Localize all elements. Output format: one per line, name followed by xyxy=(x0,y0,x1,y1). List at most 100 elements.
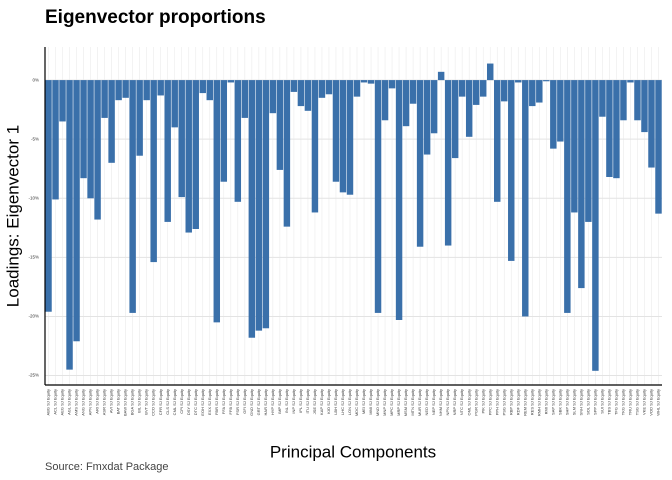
x-tick-label: KIO SJ Equity xyxy=(326,389,331,414)
x-tick-label: EXX SJ Equity xyxy=(207,389,212,415)
x-tick-label: APN SJ Equity xyxy=(88,389,93,415)
bar xyxy=(325,80,333,95)
bar xyxy=(66,80,73,370)
bar xyxy=(262,80,270,329)
x-tick-label: SUI SJ Equity xyxy=(599,389,604,414)
x-tick-label: HYP SJ Equity xyxy=(270,389,275,415)
bar xyxy=(290,80,298,92)
x-tick-label: RMI SJ Equity xyxy=(543,389,548,414)
x-tick-label: BAW SJ Equity xyxy=(123,389,128,416)
x-tick-label: RBP SJ Equity xyxy=(508,389,513,415)
x-tick-label: GFI SJ Equity xyxy=(242,389,247,414)
x-tick-label: FSR SJ Equity xyxy=(235,389,240,415)
bar xyxy=(94,80,101,220)
x-tick-label: NHM SJ Equity xyxy=(438,389,443,416)
x-tick-label: BAT SJ Equity xyxy=(116,389,121,414)
x-tick-label: BVT SJ Equity xyxy=(144,389,149,415)
x-tick-label: JSE SJ Equity xyxy=(312,389,317,414)
x-tick-label: NPN SJ Equity xyxy=(445,389,450,415)
x-tick-label: PGR SJ Equity xyxy=(473,389,478,416)
bar xyxy=(241,80,249,118)
bar xyxy=(557,80,564,142)
y-tick-label: -5% xyxy=(31,136,39,141)
bar xyxy=(220,80,228,182)
bar xyxy=(451,80,459,159)
bar xyxy=(199,80,206,94)
y-tick-label: -20% xyxy=(28,314,39,319)
x-tick-label: NED SJ Equity xyxy=(424,389,429,415)
bar xyxy=(171,80,178,128)
x-tick-label: GRT SJ Equity xyxy=(256,389,261,415)
bar xyxy=(73,80,80,342)
x-tick-label: SNH SJ Equity xyxy=(578,389,583,415)
x-tick-label: ASR SJ Equity xyxy=(102,389,107,415)
y-tick-label: 0% xyxy=(32,77,39,82)
x-tick-label: FBR SJ Equity xyxy=(214,389,219,415)
bar xyxy=(178,80,185,198)
bar xyxy=(494,80,501,202)
bar xyxy=(564,80,571,313)
bar xyxy=(620,80,627,121)
bar xyxy=(599,80,606,117)
bar xyxy=(234,80,242,202)
bar xyxy=(634,80,641,121)
bar xyxy=(157,80,164,96)
x-tick-label: EOH SJ Equity xyxy=(200,389,205,416)
x-tick-label: NRP SJ Equity xyxy=(452,389,457,415)
bar xyxy=(248,80,256,338)
x-tick-label: ACL SJ Equity xyxy=(53,389,58,415)
bar xyxy=(45,80,52,312)
x-tick-label: INL SJ Equity xyxy=(284,389,289,413)
bar xyxy=(136,80,143,156)
x-tick-label: ANG SJ Equity xyxy=(81,389,86,416)
bar xyxy=(515,80,522,83)
x-tick-label: MRP SJ Equity xyxy=(396,389,401,416)
bar xyxy=(115,80,122,101)
bar xyxy=(627,80,634,83)
x-tick-label: CLS SJ Equity xyxy=(165,389,170,415)
bar xyxy=(648,80,655,168)
bar xyxy=(437,71,445,81)
x-tick-label: SHP SJ Equity xyxy=(564,389,569,415)
bar xyxy=(381,80,389,121)
y-tick-label: -10% xyxy=(28,195,39,200)
x-tick-label: CCO SJ Equity xyxy=(151,389,156,416)
bar xyxy=(444,80,452,246)
bar xyxy=(536,80,543,103)
x-tick-label: DTC SJ Equity xyxy=(193,389,198,415)
x-tick-label: WHL SJ Equity xyxy=(656,389,661,416)
x-tick-label: RMH SJ Equity xyxy=(536,389,541,416)
bar xyxy=(655,80,662,214)
x-tick-label: ITU SJ Equity xyxy=(305,389,310,413)
x-tick-label: BIL SJ Equity xyxy=(137,389,142,413)
x-tick-label: OML SJ Equity xyxy=(466,389,471,416)
bar xyxy=(508,80,515,261)
x-tick-label: CPI SJ Equity xyxy=(179,389,184,414)
x-tick-label: MDC SJ Equity xyxy=(354,389,359,416)
x-tick-label: MND SJ Equity xyxy=(375,389,380,416)
x-tick-label: AGL SJ Equity xyxy=(67,389,72,415)
bar xyxy=(80,80,87,179)
bar xyxy=(613,80,620,179)
bar xyxy=(311,80,319,213)
x-tick-label: IPL SJ Equity xyxy=(298,389,303,413)
x-tick-label: TBS SJ Equity xyxy=(606,389,611,415)
x-tick-label: TRU SJ Equity xyxy=(628,389,633,415)
bar xyxy=(129,80,136,313)
x-tick-label: PIK SJ Equity xyxy=(480,389,485,413)
bar xyxy=(164,80,171,222)
bar xyxy=(585,80,592,222)
bar xyxy=(304,80,312,111)
bar xyxy=(465,80,473,137)
bar xyxy=(59,80,66,122)
x-tick-label: TKG SJ Equity xyxy=(621,389,626,415)
x-tick-label: PPH SJ Equity xyxy=(494,389,499,415)
x-tick-label: MNP SJ Equity xyxy=(382,389,387,416)
x-tick-label: MPC SJ Equity xyxy=(389,389,394,416)
bar xyxy=(318,80,326,98)
bar xyxy=(458,80,466,97)
bar xyxy=(388,80,396,89)
x-tick-label: RES SJ Equity xyxy=(529,389,534,415)
bar xyxy=(606,80,613,177)
